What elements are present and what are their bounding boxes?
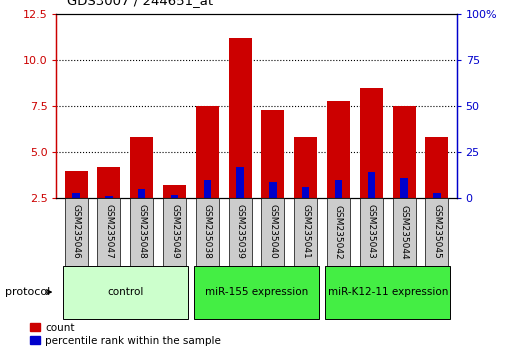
Bar — [368, 172, 375, 198]
Text: GSM235049: GSM235049 — [170, 205, 179, 259]
Text: miR-155 expression: miR-155 expression — [205, 287, 308, 297]
Text: GSM235045: GSM235045 — [432, 205, 441, 259]
Bar — [130, 137, 153, 198]
Text: GSM235041: GSM235041 — [301, 205, 310, 259]
Text: protocol: protocol — [5, 287, 50, 297]
Bar — [327, 101, 350, 198]
Bar — [401, 178, 408, 198]
Text: GSM235046: GSM235046 — [72, 205, 81, 259]
Text: GSM235048: GSM235048 — [137, 205, 146, 259]
Bar — [294, 137, 317, 198]
Bar — [65, 171, 88, 198]
Bar — [302, 187, 309, 198]
Bar — [72, 193, 80, 198]
Text: GSM235042: GSM235042 — [334, 205, 343, 259]
Bar — [269, 182, 277, 198]
Bar — [171, 195, 178, 198]
Bar — [204, 180, 211, 198]
Bar — [229, 38, 251, 198]
Text: GSM235043: GSM235043 — [367, 205, 376, 259]
Text: control: control — [107, 287, 144, 297]
Bar — [262, 110, 284, 198]
Bar — [360, 88, 383, 198]
Bar — [196, 106, 219, 198]
Bar — [97, 167, 121, 198]
Bar — [392, 106, 416, 198]
Legend: count, percentile rank within the sample: count, percentile rank within the sample — [26, 319, 226, 350]
Text: GSM235040: GSM235040 — [268, 205, 278, 259]
Bar — [105, 196, 112, 198]
Bar — [425, 137, 448, 198]
Bar — [335, 180, 342, 198]
Text: GSM235047: GSM235047 — [105, 205, 113, 259]
Text: GSM235039: GSM235039 — [235, 204, 245, 259]
Text: GSM235044: GSM235044 — [400, 205, 408, 259]
Text: miR-K12-11 expression: miR-K12-11 expression — [327, 287, 448, 297]
Bar — [236, 167, 244, 198]
Bar — [163, 185, 186, 198]
Text: GDS3007 / 244651_at: GDS3007 / 244651_at — [67, 0, 213, 7]
Bar — [138, 189, 145, 198]
Text: GSM235038: GSM235038 — [203, 204, 212, 259]
Bar — [433, 193, 441, 198]
